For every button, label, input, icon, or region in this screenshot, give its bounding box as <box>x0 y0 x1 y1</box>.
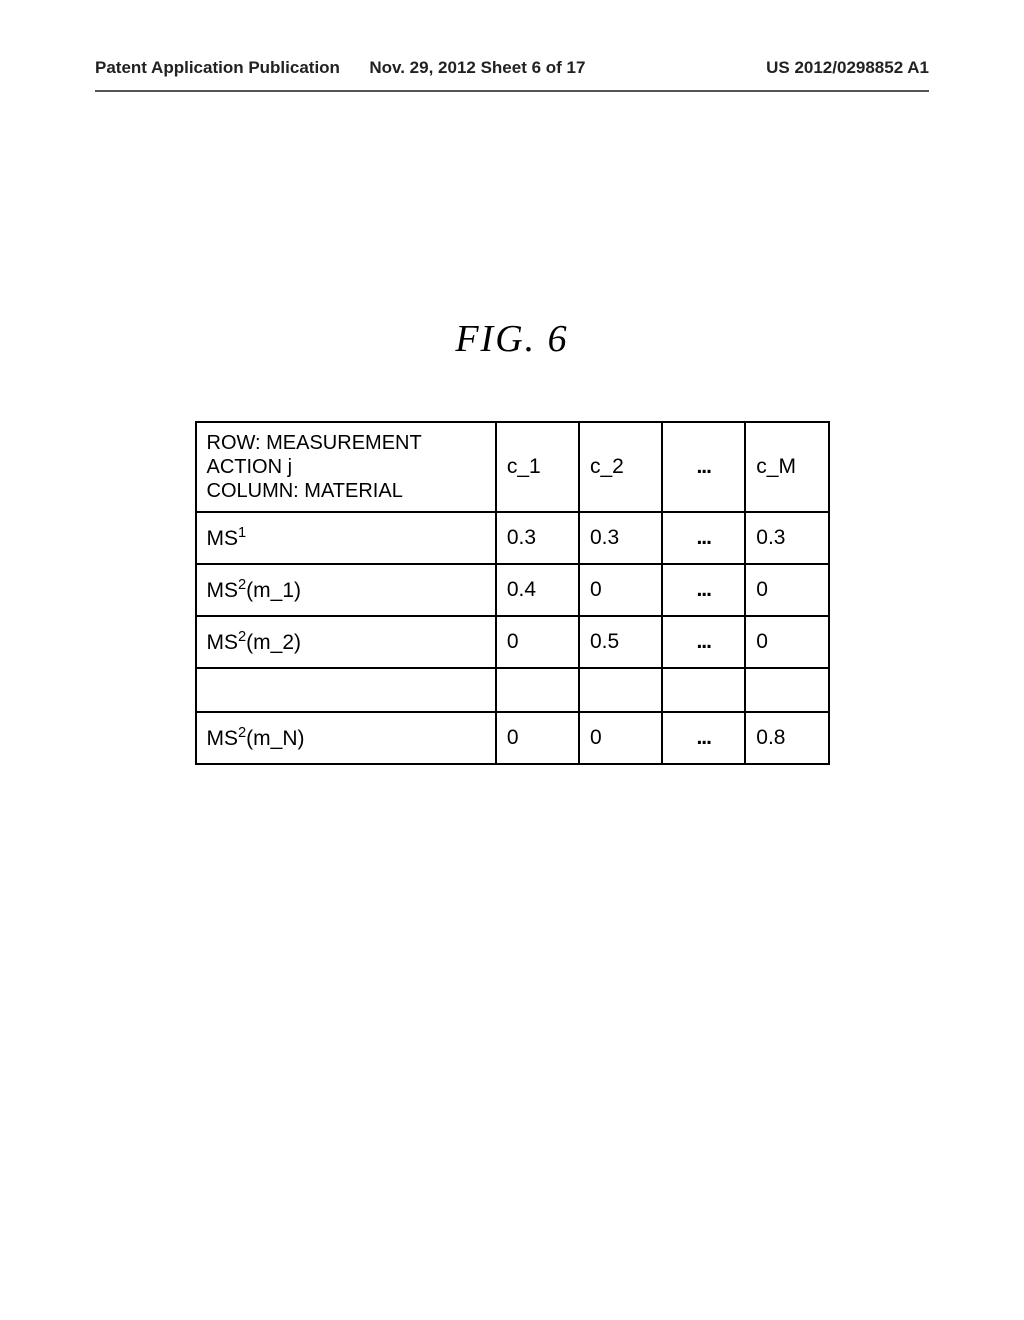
header-left: Patent Application Publication <box>95 58 349 78</box>
cell-ellipsis: ... <box>662 712 745 764</box>
cell-value: 0 <box>496 712 579 764</box>
label-sup: 2 <box>238 629 246 645</box>
data-table-container: ROW: MEASUREMENT ACTION j COLUMN: MATERI… <box>195 421 830 765</box>
label-prefix: MS <box>207 631 239 654</box>
row-label: MS2(m_N) <box>196 712 496 764</box>
cell-value: 0.3 <box>496 512 579 564</box>
cell-value: 0.5 <box>579 616 662 668</box>
cell-ellipsis: ... <box>662 616 745 668</box>
col-header-cM: c_M <box>745 422 828 512</box>
table-row: MS1 0.3 0.3 ... 0.3 <box>196 512 829 564</box>
header-right: US 2012/0298852 A1 <box>675 58 929 78</box>
table-row-empty <box>196 668 829 712</box>
col-header-c1: c_1 <box>496 422 579 512</box>
cell-value: 0 <box>745 564 828 616</box>
label-suffix: (m_2) <box>246 631 301 654</box>
cell-value <box>496 668 579 712</box>
table-row: MS2(m_N) 0 0 ... 0.8 <box>196 712 829 764</box>
cell-value <box>579 668 662 712</box>
table-row: MS2(m_2) 0 0.5 ... 0 <box>196 616 829 668</box>
col-header-c2: c_2 <box>579 422 662 512</box>
cell-value <box>662 668 745 712</box>
cell-value <box>745 668 828 712</box>
page-header: Patent Application Publication Nov. 29, … <box>0 0 1024 90</box>
label-sup: 2 <box>238 577 246 593</box>
label-prefix: MS <box>207 527 239 550</box>
data-table: ROW: MEASUREMENT ACTION j COLUMN: MATERI… <box>195 421 830 765</box>
col-header-ellipsis: ... <box>662 422 745 512</box>
row-label: MS1 <box>196 512 496 564</box>
header-line-1: ROW: MEASUREMENT ACTION j <box>207 432 422 478</box>
label-prefix: MS <box>207 727 239 750</box>
header-line-2: COLUMN: MATERIAL <box>207 480 403 502</box>
header-divider <box>95 90 929 92</box>
cell-value: 0 <box>579 712 662 764</box>
cell-ellipsis: ... <box>662 564 745 616</box>
table-row: MS2(m_1) 0.4 0 ... 0 <box>196 564 829 616</box>
row-label <box>196 668 496 712</box>
cell-value: 0.4 <box>496 564 579 616</box>
cell-value: 0.3 <box>579 512 662 564</box>
cell-value: 0.8 <box>745 712 828 764</box>
cell-value: 0 <box>745 616 828 668</box>
header-center: Nov. 29, 2012 Sheet 6 of 17 <box>349 58 674 78</box>
label-suffix: (m_1) <box>246 579 301 602</box>
row-label: MS2(m_2) <box>196 616 496 668</box>
table-header-row: ROW: MEASUREMENT ACTION j COLUMN: MATERI… <box>196 422 829 512</box>
header-cell-label: ROW: MEASUREMENT ACTION j COLUMN: MATERI… <box>196 422 496 512</box>
cell-value: 0 <box>496 616 579 668</box>
label-sup: 1 <box>238 525 246 541</box>
cell-ellipsis: ... <box>662 512 745 564</box>
label-sup: 2 <box>238 725 246 741</box>
cell-value: 0.3 <box>745 512 828 564</box>
figure-title: FIG. 6 <box>0 317 1024 361</box>
label-prefix: MS <box>207 579 239 602</box>
label-suffix: (m_N) <box>246 727 304 750</box>
cell-value: 0 <box>579 564 662 616</box>
row-label: MS2(m_1) <box>196 564 496 616</box>
